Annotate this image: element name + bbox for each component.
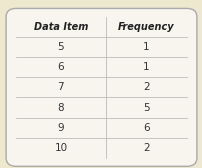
Text: 2: 2 xyxy=(142,143,149,153)
Text: 6: 6 xyxy=(142,123,149,133)
Text: 7: 7 xyxy=(57,82,64,92)
Text: 5: 5 xyxy=(142,102,149,113)
Text: 2: 2 xyxy=(142,82,149,92)
Text: 1: 1 xyxy=(142,42,149,52)
Text: 8: 8 xyxy=(57,102,64,113)
Text: Data Item: Data Item xyxy=(34,22,88,32)
Text: 1: 1 xyxy=(142,62,149,72)
Text: 6: 6 xyxy=(57,62,64,72)
Text: 10: 10 xyxy=(54,143,67,153)
Text: 9: 9 xyxy=(57,123,64,133)
FancyBboxPatch shape xyxy=(6,8,196,166)
Text: Frequency: Frequency xyxy=(117,22,174,32)
Text: 5: 5 xyxy=(57,42,64,52)
